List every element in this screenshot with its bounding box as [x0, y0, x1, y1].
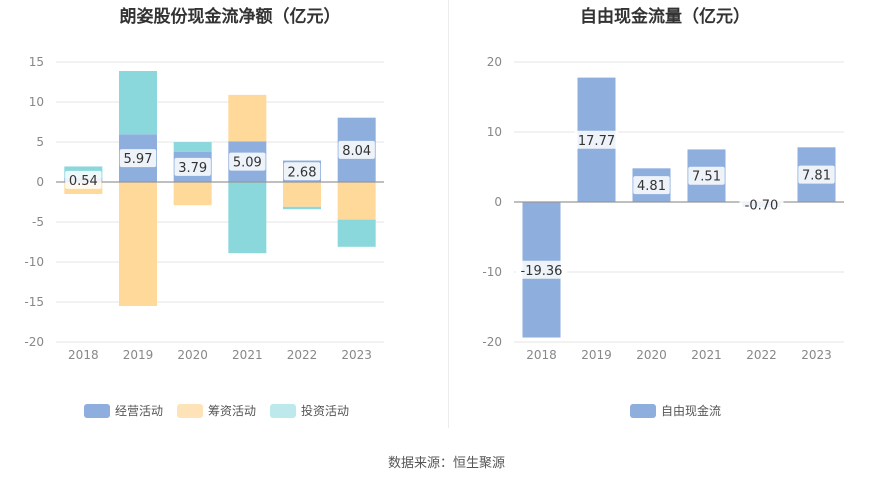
left-x-tick-label: 2023 [341, 348, 372, 362]
left-legend: 经营活动 筹资活动 投资活动 [84, 402, 363, 419]
left-x-tick-label: 2020 [177, 348, 208, 362]
right-data-label-bg [798, 165, 835, 184]
left-data-label-bg [283, 162, 321, 181]
left-data-label: 8.04 [342, 144, 371, 159]
legend-item-free-cash-flow[interactable]: 自由现金流 [630, 402, 721, 419]
left-x-tick-label: 2021 [232, 348, 263, 362]
right-x-tick-label: 2019 [581, 348, 612, 362]
left-y-tick-label: -20 [24, 335, 44, 349]
left-bar-2023-series-1 [337, 182, 376, 220]
left-bar-2021-series-2 [228, 182, 267, 254]
right-y-tick-label: -10 [482, 265, 502, 279]
legend-swatch-investing [270, 403, 297, 418]
right-x-tick-label: 2018 [526, 348, 557, 362]
right-x-tick-label: 2021 [691, 348, 722, 362]
left-bar-2022-series-1 [283, 182, 321, 207]
left-y-tick-label: 5 [36, 135, 44, 149]
left-y-tick-label: 10 [29, 95, 44, 109]
right-data-label: 7.51 [692, 170, 721, 185]
right-data-label-bg [688, 166, 725, 185]
right-x-tick-label: 2020 [636, 348, 667, 362]
left-y-tick-label: -10 [24, 255, 44, 269]
legend-label-investing: 投资活动 [301, 404, 350, 418]
left-x-tick-label: 2019 [123, 348, 154, 362]
data-source-note: 数据来源：恒生聚源 [387, 456, 505, 471]
right-data-label-bg [515, 260, 568, 279]
right-data-label: 4.81 [637, 179, 666, 194]
left-data-label-bg [65, 170, 102, 189]
legend-swatch-free-cash-flow [630, 403, 656, 418]
left-bar-2020-series-1 [173, 182, 212, 206]
legend-item-financing[interactable]: 筹资活动 [177, 402, 256, 419]
right-data-label-bg [633, 176, 670, 195]
left-data-label-bg [229, 152, 266, 171]
left-y-tick-label: -5 [32, 215, 44, 229]
left-data-label: 3.79 [178, 161, 207, 176]
left-data-label-bg [338, 140, 375, 159]
left-chart-title: 朗姿股份现金流净额（亿元） [119, 7, 341, 27]
left-y-tick-label: 15 [29, 55, 44, 69]
left-data-label-bg [174, 157, 211, 176]
right-data-label-bg [574, 130, 619, 149]
legend-label-free-cash-flow: 自由现金流 [661, 404, 722, 418]
legend-swatch-operating [84, 403, 110, 418]
left-bar-2023-series-2 [337, 219, 376, 247]
left-bar-2019-series-2 [119, 71, 157, 135]
legend-item-operating[interactable]: 经营活动 [84, 402, 163, 419]
chart-divider [448, 0, 449, 428]
right-data-label-bg [739, 195, 784, 214]
left-bar-2020-series-2 [173, 142, 212, 152]
legend-item-investing[interactable]: 投资活动 [270, 402, 349, 419]
right-legend: 自由现金流 [630, 402, 735, 419]
legend-swatch-financing [177, 403, 204, 418]
legend-label-financing: 筹资活动 [208, 404, 257, 418]
right-data-label: -0.70 [745, 198, 779, 213]
left-bar-2021-series-1 [228, 94, 267, 142]
free-cash-flow-chart: 20 10 0 -10 -20 2018 2019 2020 2021 2022 2023 -19.3… [482, 55, 844, 362]
left-x-tick-label: 2018 [68, 348, 99, 362]
left-x-tick-label: 2022 [287, 348, 318, 362]
right-x-tick-label: 2022 [746, 348, 777, 362]
left-data-label: 0.54 [69, 174, 98, 189]
cash-flow-net-chart: 15 10 5 0 -5 -10 -15 -20 2018 2019 2020 2021 2022 202… [24, 55, 384, 362]
right-chart-title: 自由现金流量（亿元） [580, 7, 750, 27]
left-y-tick-label: 0 [36, 175, 44, 189]
legend-label-operating: 经营活动 [115, 404, 164, 418]
left-data-label: 2.68 [288, 165, 317, 180]
right-y-tick-label: -20 [482, 335, 502, 349]
left-y-tick-label: -15 [24, 295, 44, 309]
left-data-label: 5.09 [233, 156, 262, 171]
right-data-label: 17.77 [578, 134, 615, 149]
right-x-tick-label: 2023 [801, 348, 832, 362]
left-bar-2019-series-1 [119, 182, 157, 306]
left-data-label: 5.97 [124, 152, 153, 167]
left-bar-2022-series-2 [283, 206, 321, 210]
left-data-label-bg [119, 149, 157, 168]
right-y-tick-label: 10 [487, 125, 502, 139]
right-data-label: -19.36 [521, 264, 563, 279]
right-y-tick-label: 0 [494, 195, 502, 209]
right-y-tick-label: 20 [487, 55, 502, 69]
right-data-label: 7.81 [802, 169, 831, 184]
